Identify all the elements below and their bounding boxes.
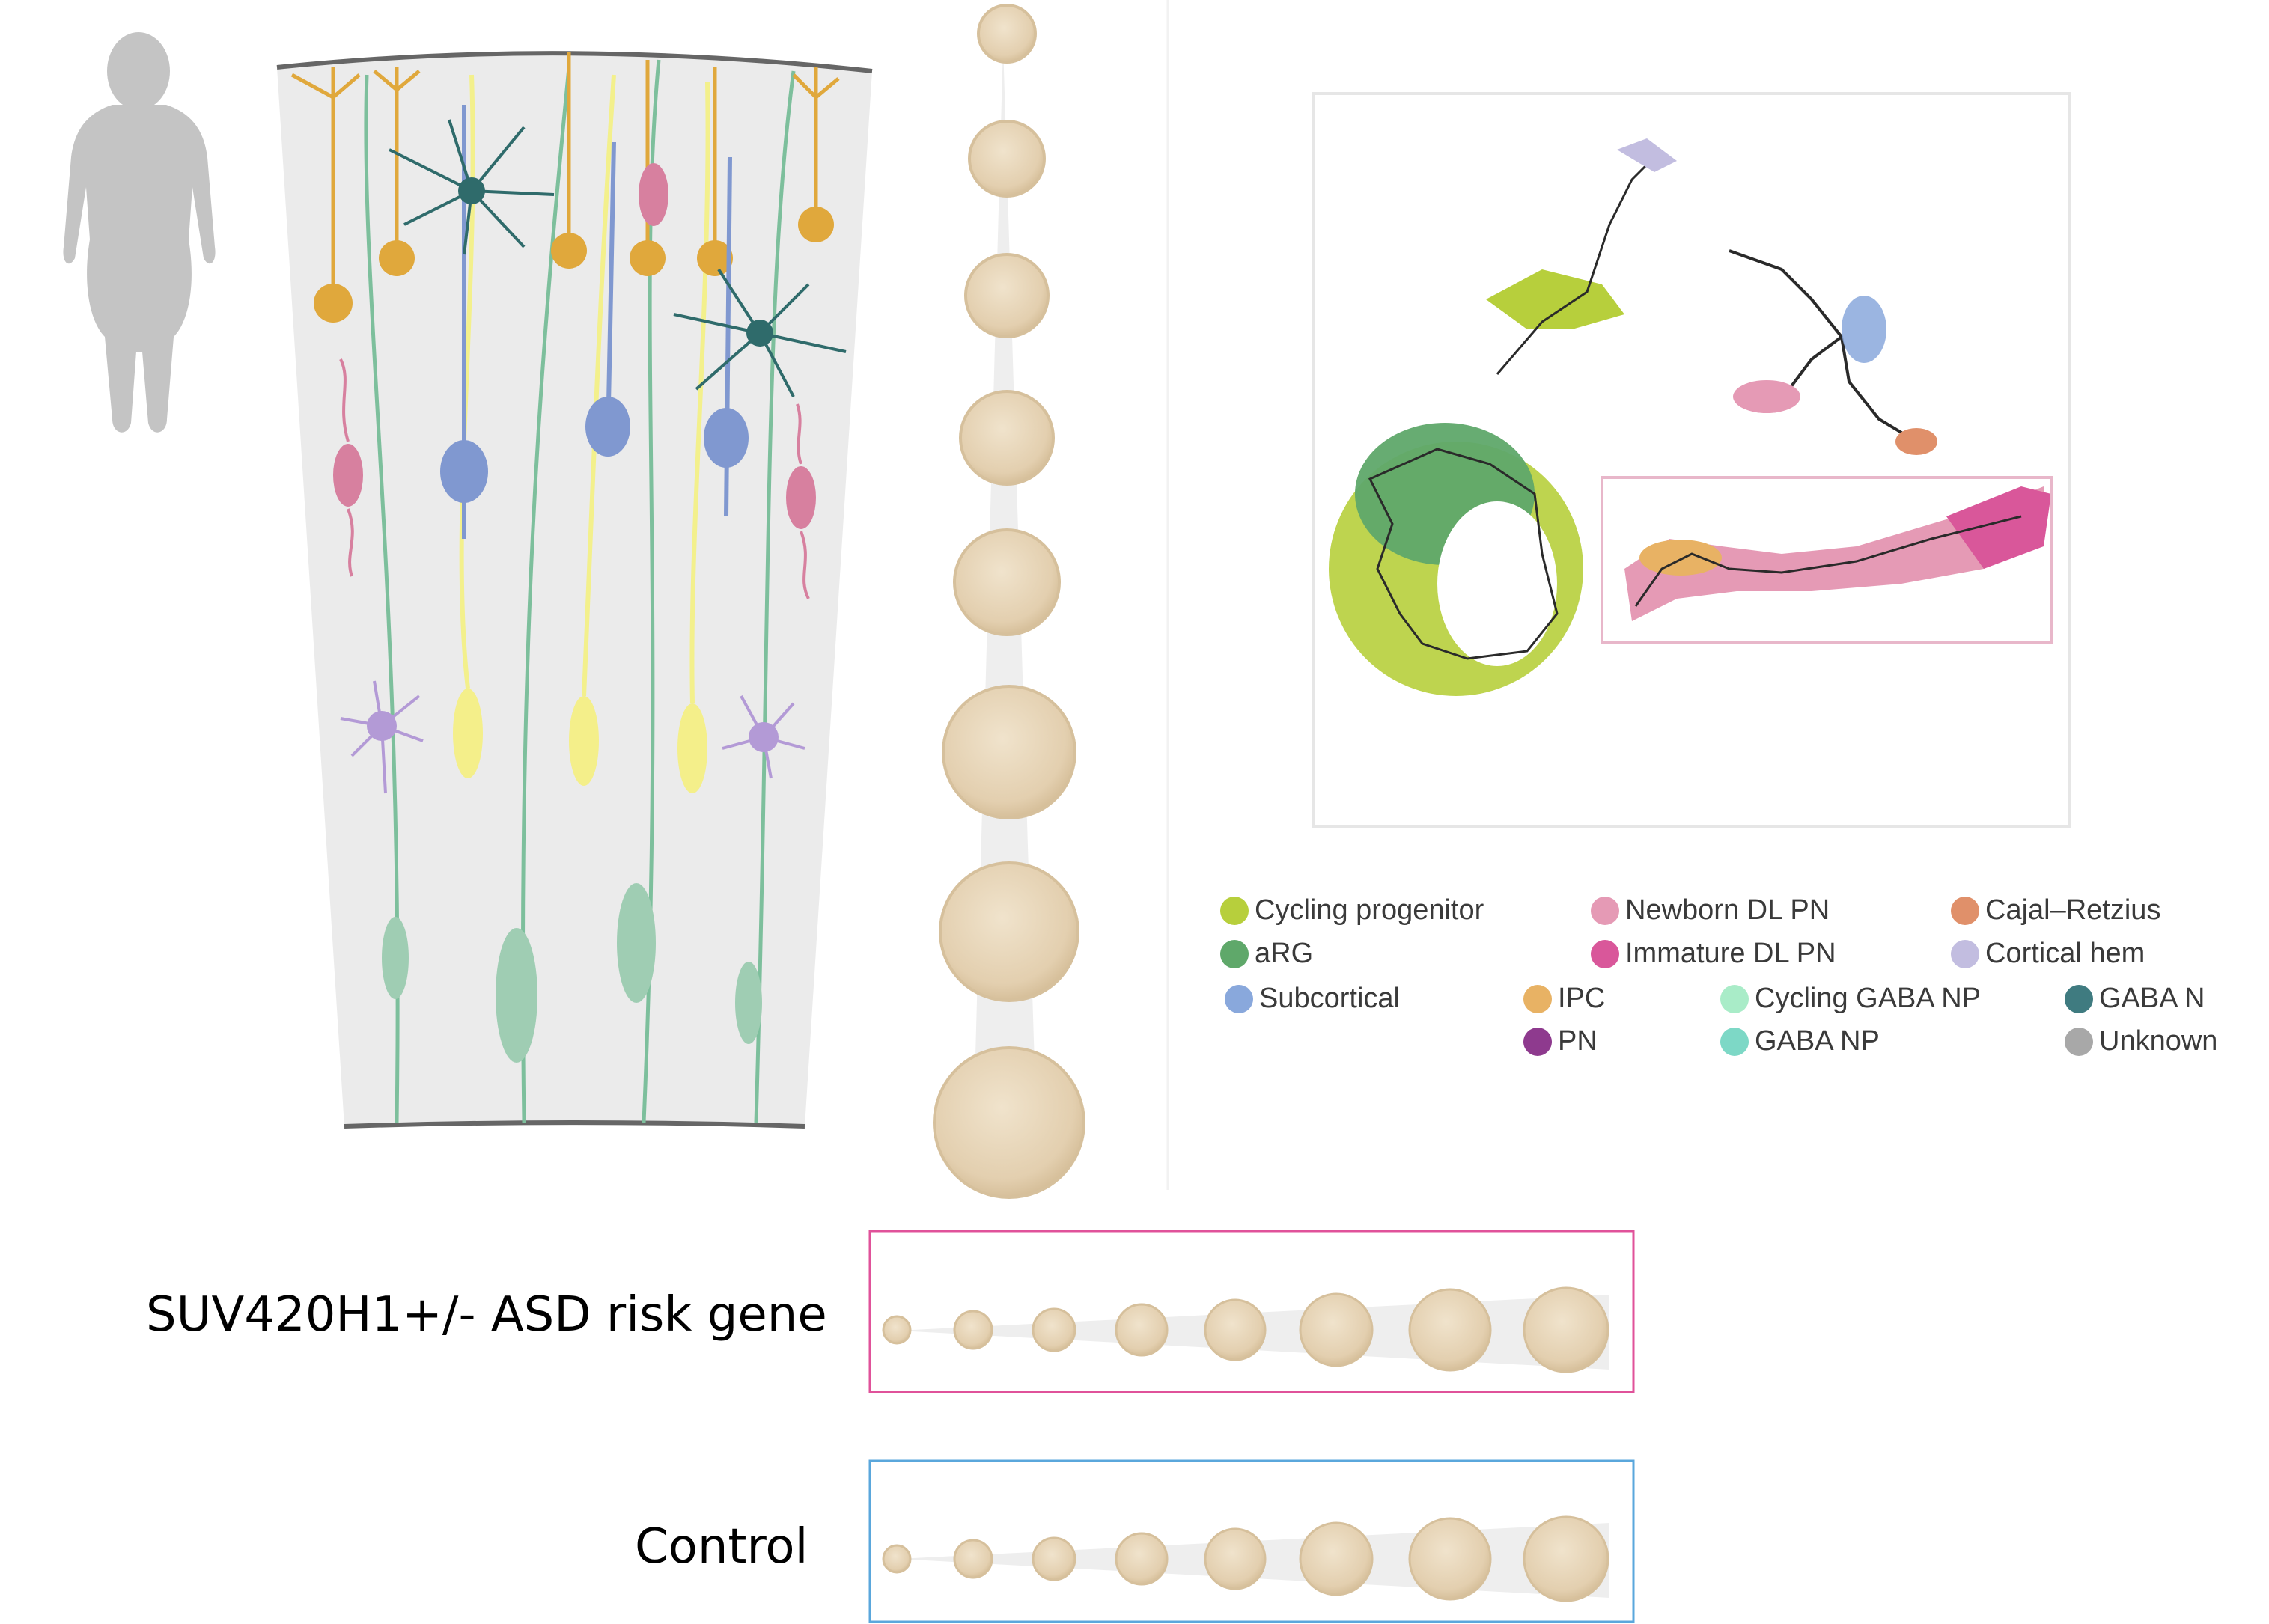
asd-organoid-series — [868, 1230, 1635, 1393]
organoid-stage-6 — [942, 685, 1076, 819]
organoid-stage-1 — [977, 4, 1037, 64]
legend-item: aRG — [1220, 938, 1313, 970]
legend-item: Unknown — [2065, 1025, 2217, 1057]
organoid-stage-3 — [964, 253, 1050, 338]
legend-label: Cortical hem — [1985, 938, 2145, 969]
legend-color-dot — [1720, 1027, 1749, 1056]
organoid-stage-8 — [933, 1046, 1085, 1199]
legend-color-dot — [2065, 984, 2093, 1013]
legend-color-dot — [1951, 939, 1979, 968]
organoid-stage-4 — [959, 390, 1055, 486]
organoid-stage-2 — [968, 120, 1046, 198]
organoid-stage-5 — [953, 528, 1061, 636]
legend-item: PN — [1523, 1025, 1598, 1057]
legend-color-dot — [2065, 1027, 2093, 1056]
legend-label: Immature DL PN — [1625, 938, 1836, 969]
legend-color-dot — [1591, 939, 1619, 968]
legend-item: Cajal–Retzius — [1951, 894, 2160, 927]
asd-row-label: SUV420H1+/- ASD risk gene — [146, 1287, 827, 1343]
legend-label: GABA N — [2099, 983, 2205, 1014]
organoid-stage-7 — [939, 861, 1079, 1002]
umap-embedding-plot — [1312, 92, 2071, 828]
legend-item: GABA N — [2065, 983, 2205, 1015]
legend-label: Newborn DL PN — [1625, 894, 1830, 926]
legend-label: Cycling GABA NP — [1755, 983, 1981, 1014]
legend-color-dot — [1951, 896, 1979, 925]
legend-label: GABA NP — [1755, 1025, 1880, 1057]
legend-color-dot — [1523, 984, 1552, 1013]
organoid-growth-series-vertical — [933, 4, 1085, 1199]
legend-item: Cortical hem — [1951, 938, 2145, 970]
neuron-lineage-highlight-box — [1601, 476, 2053, 644]
legend-color-dot — [1720, 984, 1749, 1013]
legend-color-dot — [1523, 1027, 1552, 1056]
legend-item: Cycling progenitor — [1220, 894, 1484, 927]
legend-color-dot — [1225, 984, 1253, 1013]
legend-label: PN — [1558, 1025, 1598, 1057]
control-organoid-series — [868, 1459, 1635, 1623]
legend-label: Unknown — [2099, 1025, 2218, 1057]
legend-color-dot — [1220, 896, 1249, 925]
legend-item: GABA NP — [1720, 1025, 1880, 1057]
legend-item: Immature DL PN — [1591, 938, 1836, 970]
legend-item: Newborn DL PN — [1591, 894, 1830, 927]
legend-item: Subcortical — [1225, 983, 1400, 1015]
cortex-tissue-illustration — [276, 51, 873, 1129]
legend-label: Subcortical — [1259, 983, 1400, 1014]
control-row-label: Control — [635, 1519, 808, 1575]
legend-item: Cycling GABA NP — [1720, 983, 1981, 1015]
human-silhouette-icon — [63, 32, 216, 433]
legend-label: Cajal–Retzius — [1985, 894, 2161, 926]
legend-item: IPC — [1523, 983, 1605, 1015]
legend-label: IPC — [1558, 983, 1606, 1014]
legend-label: Cycling progenitor — [1255, 894, 1484, 926]
legend-label: aRG — [1255, 938, 1314, 969]
legend-color-dot — [1220, 939, 1249, 968]
legend-color-dot — [1591, 896, 1619, 925]
